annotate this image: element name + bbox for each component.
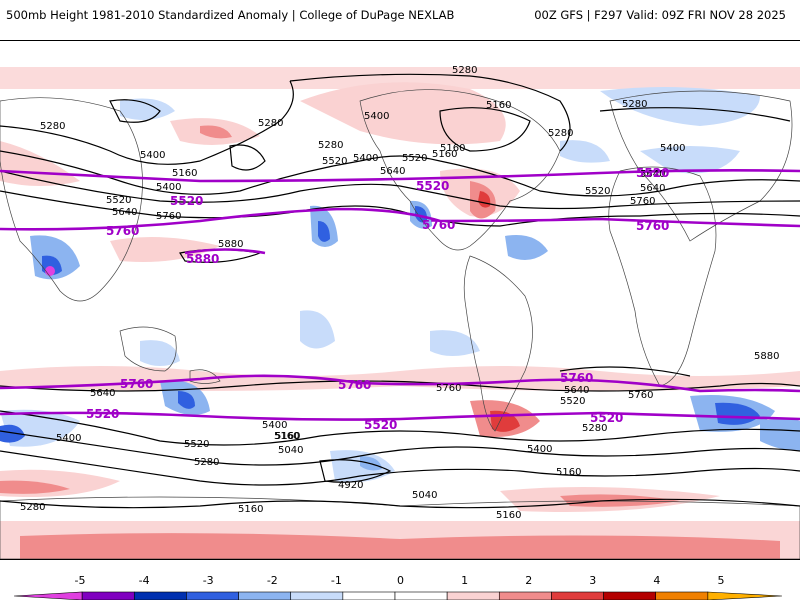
- contour-label: 5760: [156, 211, 181, 222]
- reference-label: 5760: [106, 224, 139, 238]
- contour-label: 5280: [318, 140, 343, 151]
- contour-label: 5640: [640, 169, 665, 180]
- legend-swatch: [655, 591, 709, 600]
- contour-label: 5280: [194, 457, 219, 468]
- legend-swatch: [707, 591, 783, 600]
- legend-swatch: [342, 591, 396, 600]
- legend-swatch: [603, 591, 657, 600]
- legend-bar: [13, 591, 783, 600]
- legend-tick-label: 3: [589, 574, 596, 587]
- legend-swatch: [394, 591, 448, 600]
- contour-label: 5280: [622, 99, 647, 110]
- color-legend: -5 -4 -3 -2 -1 0 1 2 3 4 5: [13, 574, 783, 600]
- reference-label: 5760: [338, 378, 371, 392]
- reference-label: 5760: [120, 377, 153, 391]
- legend-swatch: [81, 591, 135, 600]
- reference-label: 5520: [170, 194, 203, 208]
- contour-label: 5160: [556, 467, 581, 478]
- contour-label: 5400: [527, 444, 552, 455]
- contour-label: 5520: [402, 153, 427, 164]
- contour-label: 5520: [585, 186, 610, 197]
- legend-swatch: [238, 591, 292, 600]
- legend-tick-label: 0: [397, 574, 404, 587]
- reference-label: 5520: [86, 407, 119, 421]
- contour-label: 5280: [20, 502, 45, 513]
- legend-tick-label: 4: [653, 574, 660, 587]
- contour-label: 5280: [452, 65, 477, 76]
- contour-label: 5160: [275, 431, 300, 442]
- contour-label: 5400: [364, 111, 389, 122]
- reference-label: 5880: [186, 252, 219, 266]
- reference-label: 5520: [364, 418, 397, 432]
- contour-label: 5760: [630, 196, 655, 207]
- legend-tick-label: -1: [331, 574, 342, 587]
- legend-ticks: -5 -4 -3 -2 -1 0 1 2 3 4 5: [75, 574, 725, 587]
- reference-label: 5760: [422, 218, 455, 232]
- run-info: 00Z GFS | F297 Valid: 09Z FRI NOV 28 202…: [534, 8, 786, 22]
- legend-swatch: [446, 591, 500, 600]
- legend-swatch: [13, 591, 83, 600]
- contour-label: 5280: [582, 423, 607, 434]
- legend-swatch: [551, 591, 604, 600]
- contour-label: 5400: [353, 153, 378, 164]
- legend-swatch: [290, 591, 344, 600]
- contour-label: 5760: [436, 383, 461, 394]
- legend-swatch: [133, 591, 187, 600]
- contour-label: 5520: [560, 396, 585, 407]
- contour-label: 4920: [338, 480, 363, 491]
- legend-tick-label: -2: [267, 574, 278, 587]
- contour-label: 5520: [322, 156, 347, 167]
- contour-label: 5400: [262, 420, 287, 431]
- contour-label: 5880: [218, 239, 243, 250]
- contour-label: 5280: [258, 118, 283, 129]
- legend-tick-label: 2: [525, 574, 532, 587]
- contour-label: 5160: [274, 431, 299, 442]
- reference-label: 5520: [636, 166, 669, 180]
- contour-label: 5280: [40, 121, 65, 132]
- reference-label: 5520: [590, 411, 623, 425]
- contour-label: 5640: [112, 207, 137, 218]
- legend-tick-label: -5: [75, 574, 86, 587]
- contour-label: 5160: [238, 504, 263, 515]
- reference-contours: [0, 169, 800, 421]
- height-contours: [0, 73, 800, 509]
- anomaly-shading: [0, 67, 800, 559]
- reference-label: 5760: [560, 371, 593, 385]
- contour-label: 5400: [56, 433, 81, 444]
- reference-label: 5760: [636, 219, 669, 233]
- legend-swatch: [498, 591, 552, 600]
- contour-label: 5400: [660, 143, 685, 154]
- legend-tick-label: -4: [139, 574, 150, 587]
- map-title: 500mb Height 1981-2010 Standardized Anom…: [6, 8, 455, 22]
- legend-tick-label: 1: [461, 574, 468, 587]
- anomaly-map: 5280 5160 5400 5280 5520 5400 5160 5520 …: [0, 40, 800, 560]
- contour-label: 5640: [640, 183, 665, 194]
- contour-label: 5400: [140, 150, 165, 161]
- contour-labels: 5280 5160 5400 5280 5520 5400 5160 5520 …: [20, 65, 779, 521]
- header: 500mb Height 1981-2010 Standardized Anom…: [0, 0, 800, 34]
- reference-label: 5520: [416, 179, 449, 193]
- contour-label: 5040: [278, 445, 303, 456]
- contour-label: 5160: [440, 143, 465, 154]
- contour-label: 5880: [754, 351, 779, 362]
- contour-label: 5640: [380, 166, 405, 177]
- legend-swatch: [186, 591, 239, 600]
- legend-tick-label: -3: [203, 574, 214, 587]
- contour-label: 5520: [106, 195, 131, 206]
- contour-label: 5640: [564, 385, 589, 396]
- contour-label: 5160: [496, 510, 521, 521]
- contour-label: 5520: [184, 439, 209, 450]
- reference-contour-labels: 5520 5760 5880 5520 5760 5520 5760 5760 …: [86, 166, 669, 432]
- contour-label: 5280: [548, 128, 573, 139]
- contour-label: 5160: [172, 168, 197, 179]
- contour-label: 5040: [412, 490, 437, 501]
- contour-label: 5640: [90, 388, 115, 399]
- contour-label: 5160: [432, 149, 457, 160]
- contour-label: 5760: [628, 390, 653, 401]
- contour-label: 5400: [156, 182, 181, 193]
- contour-label: 5160: [486, 100, 511, 111]
- legend-tick-label: 5: [718, 574, 725, 587]
